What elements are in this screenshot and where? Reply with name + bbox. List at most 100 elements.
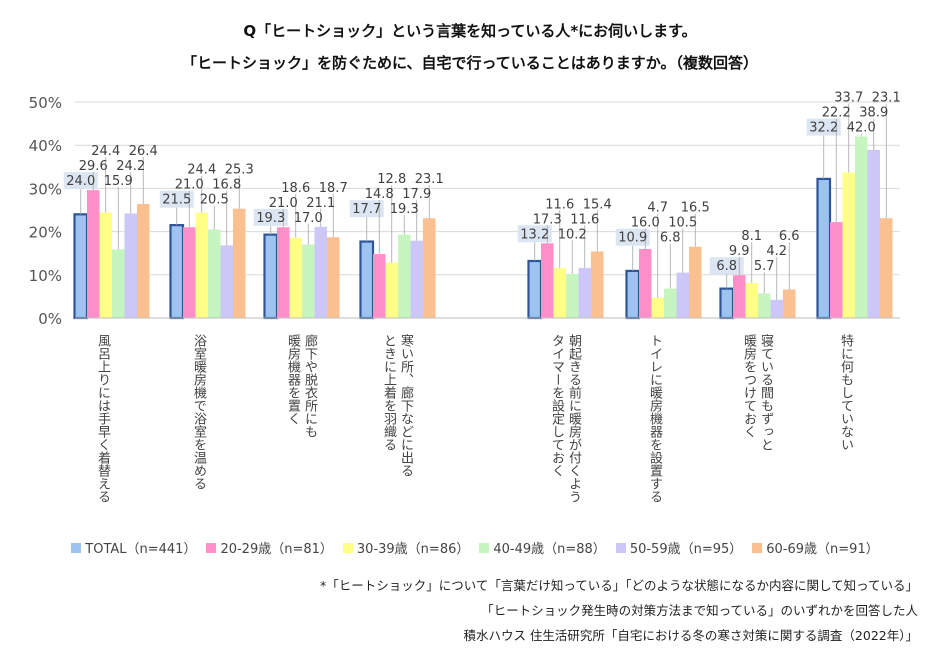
data-label: 4.2 bbox=[766, 244, 787, 259]
data-label: 20.5 bbox=[200, 193, 229, 208]
data-label: 12.8 bbox=[377, 172, 406, 187]
bar bbox=[87, 190, 100, 318]
data-label: 38.9 bbox=[859, 106, 888, 121]
bar bbox=[208, 229, 221, 318]
bar bbox=[220, 245, 233, 318]
legend-item: 50-59歳（n=95） bbox=[615, 538, 742, 557]
legend-item: 30-39歳（n=86） bbox=[342, 538, 470, 557]
bar bbox=[314, 226, 327, 318]
bar bbox=[664, 288, 677, 318]
data-label: 23.1 bbox=[415, 172, 444, 187]
data-label: 24.0 bbox=[66, 174, 95, 189]
data-label: 5.7 bbox=[754, 259, 775, 274]
bar bbox=[541, 243, 554, 318]
bar bbox=[137, 203, 150, 318]
data-label: 17.3 bbox=[533, 212, 562, 227]
total-label-box bbox=[349, 200, 384, 218]
data-label: 8.1 bbox=[741, 229, 762, 244]
data-label: 17.7 bbox=[352, 202, 381, 217]
bar bbox=[783, 289, 796, 318]
data-label: 10.2 bbox=[558, 227, 587, 242]
bar bbox=[183, 227, 196, 318]
bar bbox=[758, 293, 771, 318]
bar bbox=[719, 287, 735, 320]
bar bbox=[842, 172, 855, 318]
legend-swatch bbox=[479, 542, 490, 553]
bar bbox=[689, 246, 702, 318]
bar bbox=[639, 248, 652, 318]
y-tick-label: 50% bbox=[29, 94, 62, 112]
legend-swatch bbox=[71, 542, 82, 553]
category-label: 廊下や脱衣所にも 暖房機器を置く bbox=[285, 334, 317, 438]
legend-item: TOTAL（n=441） bbox=[71, 538, 196, 557]
y-tick-label: 0% bbox=[38, 310, 62, 328]
data-label: 6.8 bbox=[716, 259, 737, 274]
bar bbox=[625, 269, 641, 320]
bar bbox=[423, 218, 436, 318]
bar bbox=[112, 249, 125, 318]
data-label: 16.8 bbox=[212, 178, 241, 193]
legend-label: 60-69歳（n=91） bbox=[766, 542, 879, 557]
data-label: 15.9 bbox=[104, 174, 133, 189]
data-label: 9.9 bbox=[729, 244, 750, 259]
bar bbox=[855, 136, 868, 318]
legend-swatch bbox=[342, 542, 353, 553]
bar bbox=[880, 218, 893, 318]
data-label: 16.5 bbox=[681, 201, 710, 216]
data-label: 22.2 bbox=[822, 106, 851, 121]
bar bbox=[553, 267, 566, 318]
legend-label: 20-29歳（n=81） bbox=[220, 542, 333, 557]
legend: TOTAL（n=441） 20-29歳（n=81） 30-39歳（n=86） 40-4… bbox=[20, 538, 930, 557]
bar bbox=[289, 237, 302, 318]
legend-label: 30-39歳（n=86） bbox=[356, 542, 470, 557]
bar bbox=[676, 272, 689, 318]
data-label: 6.6 bbox=[779, 229, 800, 244]
data-label: 32.2 bbox=[809, 121, 838, 136]
data-label: 33.7 bbox=[834, 91, 863, 106]
footnote-2: 「ヒートショック発生時の対策方法まで知っている」のいずれかを回答した人 bbox=[481, 603, 918, 618]
data-label: 21.0 bbox=[175, 178, 204, 193]
total-label-box bbox=[253, 208, 288, 226]
bar bbox=[195, 212, 208, 318]
data-label: 13.2 bbox=[520, 227, 549, 242]
data-label: 24.2 bbox=[116, 159, 145, 174]
data-label: 24.4 bbox=[187, 163, 216, 178]
data-label: 10.5 bbox=[668, 216, 697, 231]
bar bbox=[359, 240, 375, 320]
data-label: 21.0 bbox=[269, 196, 298, 211]
bar bbox=[373, 254, 386, 318]
total-label-box bbox=[615, 228, 650, 246]
legend-item: 40-49歳（n=88） bbox=[479, 538, 606, 557]
chart-title: Q「ヒートショック」という言葉を知っている人*にお伺いします。 bbox=[243, 22, 697, 40]
legend-swatch bbox=[752, 542, 763, 553]
legend-label: 40-49歳（n=88） bbox=[493, 542, 606, 557]
bar bbox=[830, 222, 843, 318]
data-label: 19.3 bbox=[256, 211, 285, 226]
bar bbox=[578, 267, 591, 318]
data-label: 26.4 bbox=[129, 144, 158, 159]
data-label: 18.6 bbox=[281, 181, 310, 196]
bar bbox=[591, 251, 604, 318]
bar bbox=[398, 234, 411, 318]
legend-label: TOTAL（n=441） bbox=[85, 542, 197, 557]
bar bbox=[410, 240, 423, 318]
legend-item: 20-29歳（n=81） bbox=[206, 538, 333, 557]
data-label: 4.7 bbox=[647, 201, 668, 216]
y-tick-label: 10% bbox=[29, 267, 62, 285]
legend-item: 60-69歳（n=91） bbox=[752, 538, 879, 557]
bar bbox=[770, 299, 783, 318]
bar bbox=[233, 208, 246, 318]
category-label: 浴室暖房機で浴室を温める bbox=[191, 334, 206, 490]
category-label: 寝ている間もずっと 暖房をつけておく bbox=[741, 334, 773, 451]
data-label: 17.0 bbox=[294, 211, 323, 226]
data-label: 11.6 bbox=[545, 197, 574, 212]
data-label: 14.8 bbox=[365, 187, 394, 202]
bar bbox=[527, 259, 543, 320]
total-label-box bbox=[159, 190, 194, 208]
data-label: 19.3 bbox=[390, 202, 419, 217]
category-label: 寒い所、廊下などに出る ときに上着を羽織る bbox=[381, 334, 413, 477]
bar bbox=[816, 177, 832, 320]
data-label: 15.4 bbox=[583, 197, 612, 212]
